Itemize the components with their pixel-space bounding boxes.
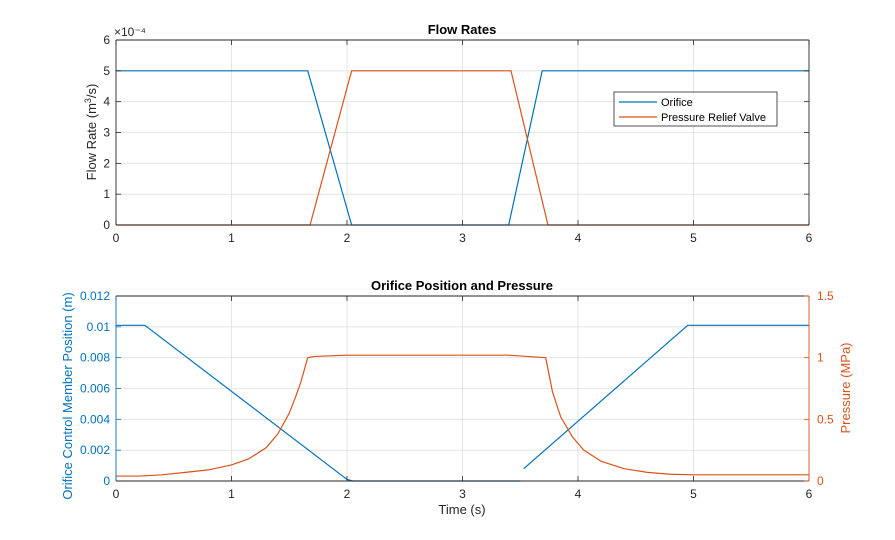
orifice-pressure-y-ticks: 0 0.002 0.004 0.006 0.008 0.01 0.012 xyxy=(80,289,110,488)
y2-tick-label: 1.5 xyxy=(817,289,834,303)
x-tick-label: 3 xyxy=(459,231,466,245)
y-tick-label: 2 xyxy=(103,156,110,170)
y-tick-label: 0 xyxy=(103,474,110,488)
legend-label-pressure-relief-valve: Pressure Relief Valve xyxy=(661,112,766,124)
time-x-label: Time (s) xyxy=(438,502,485,517)
flow-rates-chart: 0 1 2 3 4 5 6 0 1 2 3 4 5 6 Flow Rates ×10⁻⁴ Flow Ra… xyxy=(83,22,813,245)
y-tick-label: 0.008 xyxy=(80,351,110,365)
flow-rates-title: Flow Rates xyxy=(428,22,497,37)
orifice-position-y-label: Orifice Control Member Position (m) xyxy=(60,292,75,499)
y2-tick-label: 0.5 xyxy=(817,412,834,426)
x-tick-label: 1 xyxy=(228,231,235,245)
flow-rates-y-ticks: 0 1 2 3 4 5 6 xyxy=(103,33,110,232)
flow-rates-y-label: Flow Rate (m3/s) xyxy=(83,84,99,181)
y-tick-label: 1 xyxy=(103,187,110,201)
legend-box xyxy=(613,91,778,127)
x-tick-label: 0 xyxy=(113,487,120,501)
flow-rates-y-exponent: ×10⁻⁴ xyxy=(114,25,146,39)
legend-label-orifice: Orifice xyxy=(661,97,693,109)
x-tick-label: 6 xyxy=(806,487,813,501)
flow-rates-legend: Orifice Pressure Relief Valve xyxy=(613,91,778,127)
x-tick-label: 3 xyxy=(459,487,466,501)
y-tick-label: 0.004 xyxy=(80,412,110,426)
x-tick-label: 0 xyxy=(113,231,120,245)
x-tick-label: 2 xyxy=(344,487,351,501)
y-tick-label: 6 xyxy=(103,33,110,47)
y-tick-label: 0.002 xyxy=(80,443,110,457)
orifice-pressure-y2-ticks: 0 0.5 1 1.5 xyxy=(817,289,834,488)
y-tick-label: 4 xyxy=(103,95,110,109)
y2-tick-label: 0 xyxy=(817,474,824,488)
y-tick-label: 0.012 xyxy=(80,289,110,303)
y-tick-label: 3 xyxy=(103,126,110,140)
orifice-pressure-axes xyxy=(115,295,810,482)
x-tick-label: 4 xyxy=(575,487,582,501)
y-tick-label: 0.006 xyxy=(80,382,110,396)
orifice-pressure-title: Orifice Position and Pressure xyxy=(371,278,553,293)
y-tick-label: 0 xyxy=(103,218,110,232)
pressure-y2-label: Pressure (MPa) xyxy=(838,342,853,433)
x-tick-label: 5 xyxy=(690,487,697,501)
orifice-position-pressure-chart: 0 1 2 3 4 5 6 0 0.002 0.004 0.006 0.008 0.01 0.012 0… xyxy=(60,278,853,517)
orifice-pressure-grid xyxy=(116,296,809,481)
orifice-pressure-x-ticks: 0 1 2 3 4 5 6 xyxy=(113,487,813,501)
y2-tick-label: 1 xyxy=(817,351,824,365)
flow-rates-x-ticks: 0 1 2 3 4 5 6 xyxy=(113,231,813,245)
x-tick-label: 1 xyxy=(228,487,235,501)
y-tick-label: 5 xyxy=(103,64,110,78)
x-tick-label: 2 xyxy=(344,231,351,245)
y-tick-label: 0.01 xyxy=(87,320,111,334)
x-tick-label: 4 xyxy=(575,231,582,245)
flow-rates-axes xyxy=(115,39,810,226)
x-tick-label: 6 xyxy=(806,231,813,245)
series-line-orifice-position-return xyxy=(523,324,809,470)
series-line-pressure xyxy=(116,354,809,477)
x-tick-label: 5 xyxy=(690,231,697,245)
